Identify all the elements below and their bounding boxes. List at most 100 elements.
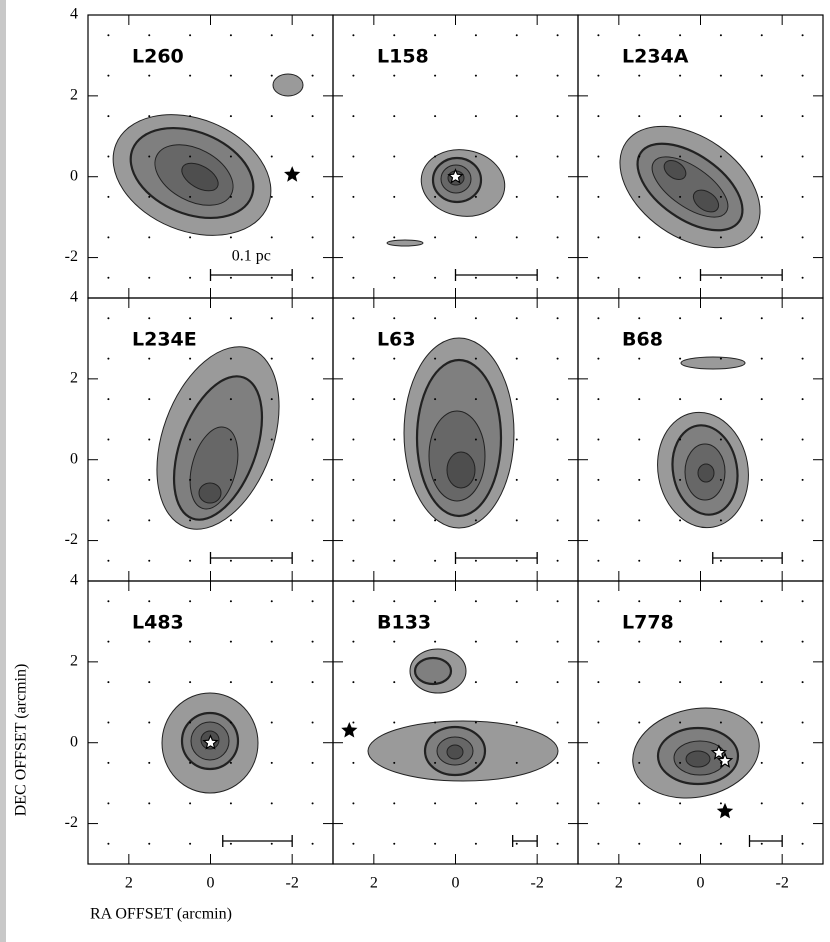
sample-dot [719, 317, 722, 320]
sample-dot [311, 115, 314, 118]
sample-dot [638, 721, 641, 724]
panel: 2 0 -2 B133 [332, 580, 579, 892]
panel: L234A [577, 14, 824, 299]
sample-dot [311, 276, 314, 279]
scale-label: 0.1 pc [232, 248, 271, 265]
sample-dot [556, 721, 559, 724]
sample-dot [556, 559, 559, 562]
sample-dot [189, 802, 192, 805]
sample-dot [270, 34, 273, 37]
sample-dot [801, 559, 804, 562]
sample-dot [556, 398, 559, 401]
sample-dot [270, 559, 273, 562]
sample-dot [434, 398, 437, 401]
sample-dot [311, 357, 314, 360]
sample-dot [311, 195, 314, 198]
sample-dot [801, 195, 804, 198]
scale-bar [748, 835, 783, 847]
sample-dot [270, 398, 273, 401]
x-tick-label: 0 [697, 875, 705, 892]
sample-dot [311, 842, 314, 845]
sample-dot [638, 115, 641, 118]
sample-dot [597, 600, 600, 603]
sample-dot [719, 721, 722, 724]
sample-dot [311, 519, 314, 522]
panel: L63 [332, 297, 579, 582]
star [341, 722, 358, 738]
sample-dot [229, 236, 232, 239]
sample-dot [801, 398, 804, 401]
y-tick-label: 0 [70, 733, 78, 750]
sample-dot [352, 842, 355, 845]
sample-dot [270, 600, 273, 603]
sample-dot [597, 721, 600, 724]
sample-dot [597, 276, 600, 279]
sample-dot [352, 357, 355, 360]
sample-dot [679, 34, 682, 37]
sample-dot [719, 236, 722, 239]
sample-dot [107, 519, 110, 522]
y-tick-label: 2 [70, 370, 78, 387]
sample-dot [270, 317, 273, 320]
sample-dot [474, 438, 477, 441]
sample-dot [801, 519, 804, 522]
sample-dot [556, 115, 559, 118]
contour-map [619, 125, 761, 249]
sample-dot [189, 195, 192, 198]
sample-dot [679, 478, 682, 481]
sample-dot [229, 115, 232, 118]
sample-dot [638, 842, 641, 845]
sample-dot [434, 357, 437, 360]
sample-dot [434, 438, 437, 441]
sample-dot [719, 195, 722, 198]
sample-dot [719, 600, 722, 603]
sample-dot [597, 236, 600, 239]
sample-dot [679, 155, 682, 158]
scale-bar [209, 269, 293, 281]
sample-dot [148, 398, 151, 401]
sample-dot [556, 478, 559, 481]
sample-dot [393, 236, 396, 239]
sample-dot [597, 519, 600, 522]
sample-dot [801, 276, 804, 279]
x-tick-label: 2 [615, 875, 623, 892]
sample-dot [229, 438, 232, 441]
sample-dot [148, 195, 151, 198]
sample-dot [597, 195, 600, 198]
sample-dot [434, 34, 437, 37]
sample-dot [229, 721, 232, 724]
sample-dot [393, 195, 396, 198]
sample-dot [474, 317, 477, 320]
sample-dot [719, 519, 722, 522]
sample-dot [801, 600, 804, 603]
sample-dot [311, 236, 314, 239]
sample-dot [474, 478, 477, 481]
sample-dot [148, 478, 151, 481]
scale-bar [209, 552, 293, 564]
sample-dot [597, 478, 600, 481]
sample-dot [719, 74, 722, 77]
panel: L158 [332, 14, 579, 299]
sample-dot [801, 640, 804, 643]
sample-dot [679, 802, 682, 805]
sample-dot [515, 236, 518, 239]
panel-plot [597, 600, 804, 845]
star [710, 744, 727, 760]
sample-dot [352, 34, 355, 37]
sample-dot [270, 155, 273, 158]
contour-map [657, 356, 749, 529]
sample-dot [270, 478, 273, 481]
sample-dot [515, 438, 518, 441]
x-tick-label: 2 [125, 875, 133, 892]
sample-dot [515, 357, 518, 360]
sample-dot [474, 802, 477, 805]
sample-dot [189, 519, 192, 522]
sample-dot [515, 34, 518, 37]
sample-dot [597, 115, 600, 118]
sample-dot [229, 842, 232, 845]
sample-dot [515, 398, 518, 401]
sample-dot [515, 74, 518, 77]
sample-dot [638, 398, 641, 401]
sample-dot [229, 276, 232, 279]
y-tick-label: -2 [65, 531, 78, 548]
